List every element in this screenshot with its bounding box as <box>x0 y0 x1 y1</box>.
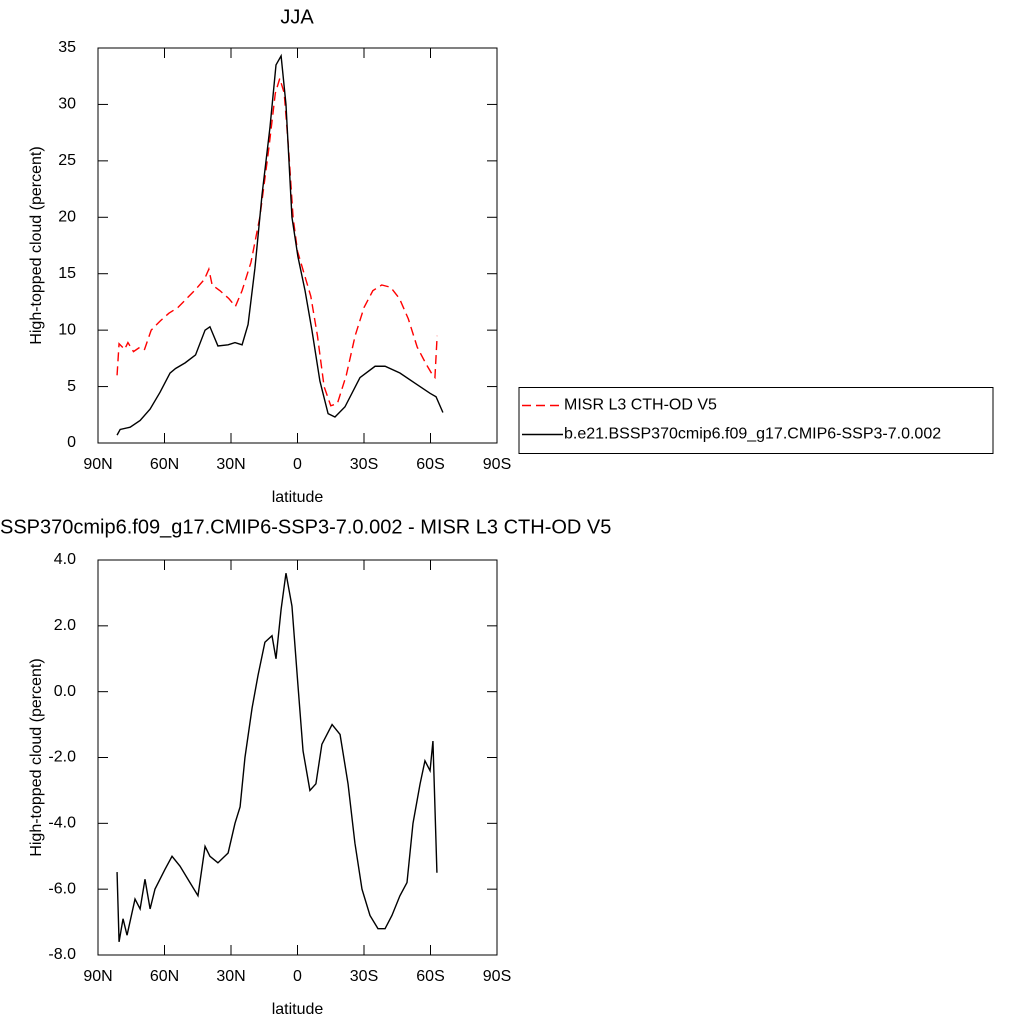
x-tick-label: 0 <box>293 456 302 473</box>
y-tick-label: 15 <box>58 265 76 282</box>
y-tick-label: 20 <box>58 209 76 226</box>
y-tick-label: 35 <box>58 39 76 56</box>
x-tick-label: 90S <box>483 456 511 473</box>
x-tick-label: 60S <box>416 968 444 985</box>
y-axis-label: High-topped cloud (percent) <box>28 146 45 344</box>
y-tick-label: -8.0 <box>48 946 76 963</box>
legend-label: MISR L3 CTH-OD V5 <box>564 397 717 414</box>
plot-frame <box>97 47 498 444</box>
y-axis-label: High-topped cloud (percent) <box>28 658 45 856</box>
y-tick-label: -2.0 <box>48 749 76 766</box>
x-tick-label: 90S <box>483 968 511 985</box>
x-tick-label: 30S <box>350 968 378 985</box>
x-tick-label: 0 <box>293 968 302 985</box>
y-tick-label: -6.0 <box>48 880 76 897</box>
y-tick-label: 5 <box>67 378 76 395</box>
x-tick-label: 60N <box>150 456 179 473</box>
x-tick-label: 60S <box>416 456 444 473</box>
chart-title: JJA <box>280 6 314 28</box>
data-line <box>116 573 438 942</box>
x-tick-label: 30N <box>216 456 245 473</box>
plot-frame <box>97 559 498 956</box>
y-tick-label: -4.0 <box>48 815 76 832</box>
legend-label: b.e21.BSSP370cmip6.f09_g17.CMIP6-SSP3-7.… <box>564 426 941 443</box>
y-tick-label: 25 <box>58 152 76 169</box>
x-tick-label: 30S <box>350 456 378 473</box>
y-tick-label: 2.0 <box>54 617 76 634</box>
chart-title: SSP370cmip6.f09_g17.CMIP6-SSP3-7.0.002 -… <box>0 516 611 538</box>
y-tick-label: 4.0 <box>54 551 76 568</box>
x-axis-label: latitude <box>272 1001 324 1018</box>
x-tick-label: 60N <box>150 968 179 985</box>
y-tick-label: 0.0 <box>54 683 76 700</box>
data-line <box>116 53 444 436</box>
x-tick-label: 30N <box>216 968 245 985</box>
x-axis-label: latitude <box>272 489 324 506</box>
y-tick-label: 0 <box>67 434 76 451</box>
y-tick-label: 10 <box>58 321 76 338</box>
data-line <box>116 76 438 407</box>
y-tick-label: 30 <box>58 96 76 113</box>
legend-box <box>518 387 994 454</box>
x-tick-label: 90N <box>83 968 112 985</box>
x-tick-label: 90N <box>83 456 112 473</box>
